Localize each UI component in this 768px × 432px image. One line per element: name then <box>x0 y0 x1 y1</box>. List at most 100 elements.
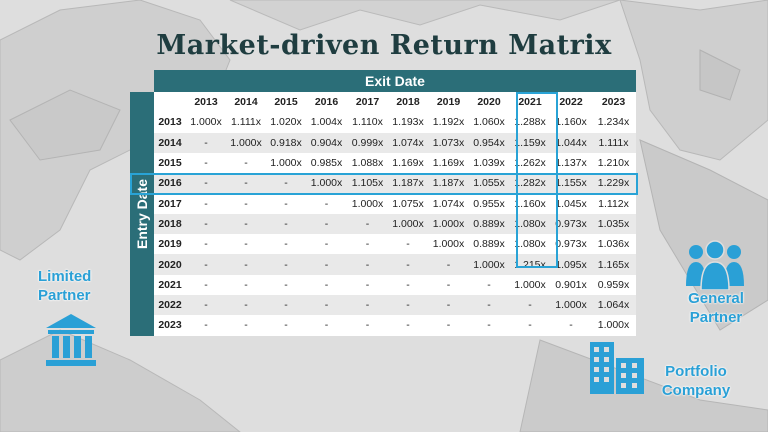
matrix-cell: 0.973x <box>551 234 591 255</box>
matrix-cell: 1.160x <box>551 112 591 133</box>
matrix-cell: 1.155x <box>551 173 591 194</box>
column-header: 2022 <box>551 92 591 113</box>
row-header: 2022 <box>154 294 186 316</box>
table-row: 2016- - -1.000x 1.105x 1.187x 1.187x 1.055x 1.2… <box>154 173 636 194</box>
matrix-cell: - <box>186 234 226 255</box>
entry-date-header: Entry Date <box>130 92 154 336</box>
matrix-cell: - <box>388 274 428 295</box>
matrix-cell: - <box>469 294 509 316</box>
matrix-cell: - <box>509 294 551 316</box>
matrix-cell: - <box>428 315 469 336</box>
column-header: 2019 <box>428 92 469 113</box>
matrix-cell: 1.110x <box>347 112 388 133</box>
general-partner-line-1: General <box>688 290 744 307</box>
matrix-cell: - <box>347 274 388 295</box>
matrix-cell: 1.080x <box>509 213 551 235</box>
corner-cell <box>154 92 186 113</box>
matrix-cell: - <box>428 274 469 295</box>
table-row: 2018- - - - -1.000x 1.000x 0.889x 1.080x 0.973x 1… <box>154 213 636 235</box>
matrix-cell: 1.169x <box>388 152 428 174</box>
matrix-cell: 1.159x <box>509 132 551 153</box>
column-header: 2020 <box>469 92 509 113</box>
table-row: 2015- -1.000x 0.985x 1.088x 1.169x 1.169x 1.03… <box>154 152 636 174</box>
row-header: 2016 <box>154 173 186 194</box>
matrix-cell: - <box>226 274 266 295</box>
matrix-cell: 0.959x <box>591 274 636 295</box>
matrix-cell: 1.039x <box>469 152 509 174</box>
matrix-cell: 1.282x <box>509 173 551 194</box>
matrix-cell: 1.111x <box>226 112 266 133</box>
limited-partner-line-1: Limited <box>38 268 92 285</box>
column-header: 2013 <box>186 92 226 113</box>
table-row: 2014-1.000x 0.918x 0.904x 0.999x 1.074x 1.073… <box>154 132 636 153</box>
matrix-cell: 1.262x <box>509 152 551 174</box>
matrix-cell: - <box>226 173 266 194</box>
column-header: 2018 <box>388 92 428 113</box>
matrix-cell: - <box>388 315 428 336</box>
matrix-cell: 1.000x <box>469 254 509 275</box>
matrix-cell: 1.111x <box>591 132 636 153</box>
matrix-cell: - <box>428 294 469 316</box>
matrix-cell: 1.192x <box>428 112 469 133</box>
matrix-cell: - <box>226 234 266 255</box>
people-group-icon <box>686 240 744 290</box>
matrix-cell: - <box>186 213 226 235</box>
matrix-cell: 0.985x <box>306 152 347 174</box>
matrix-cell: 1.044x <box>551 132 591 153</box>
general-partner-line-2: Partner <box>689 309 743 326</box>
matrix-cell: 1.095x <box>551 254 591 275</box>
entry-date-label: Entry Date <box>134 178 150 250</box>
matrix-cell: - <box>388 254 428 275</box>
matrix-cell: 1.169x <box>428 152 469 174</box>
matrix-cell: - <box>306 294 347 316</box>
matrix-cell: - <box>551 315 591 336</box>
matrix-cell: - <box>186 254 226 275</box>
matrix-cell: - <box>226 294 266 316</box>
matrix-cell: 1.088x <box>347 152 388 174</box>
matrix-cell: - <box>186 132 226 153</box>
matrix-cell: - <box>186 294 226 316</box>
matrix-cell: - <box>186 193 226 214</box>
matrix-cell: - <box>226 254 266 275</box>
matrix-cell: 1.000x <box>306 173 347 194</box>
column-header: 2017 <box>347 92 388 113</box>
matrix-cell: - <box>306 193 347 214</box>
row-header: 2018 <box>154 213 186 235</box>
matrix-cell: - <box>186 315 226 336</box>
matrix-cell: - <box>347 213 388 235</box>
matrix-cell: 0.889x <box>469 234 509 255</box>
matrix-cell: - <box>266 213 306 235</box>
matrix-cell: 1.000x <box>591 315 636 336</box>
portfolio-company-line-1: Portfolio <box>665 363 727 380</box>
matrix-cell: 1.000x <box>428 213 469 235</box>
matrix-cell: 1.234x <box>591 112 636 133</box>
matrix-cell: - <box>266 193 306 214</box>
matrix-cell: - <box>266 173 306 194</box>
matrix-cell: 1.160x <box>509 193 551 214</box>
matrix-cell: 1.193x <box>388 112 428 133</box>
matrix-cell: 1.229x <box>591 173 636 194</box>
matrix-cell: - <box>226 213 266 235</box>
matrix-cell: - <box>428 254 469 275</box>
matrix-cell: - <box>226 315 266 336</box>
matrix-cell: 1.105x <box>347 173 388 194</box>
table-row: 2017- - - -1.000x 1.075x 1.074x 0.955x 1.160x 1.… <box>154 193 636 214</box>
table-row: 2013 1.000x 1.111x 1.020x 1.004x 1.110x 1.193x… <box>154 112 636 133</box>
matrix-cell: 1.060x <box>469 112 509 133</box>
limited-partner-line-2: Partner <box>38 287 91 304</box>
row-header: 2023 <box>154 315 186 336</box>
matrix-cell: - <box>306 234 347 255</box>
matrix-cell: 0.999x <box>347 132 388 153</box>
matrix-cell: - <box>266 294 306 316</box>
matrix-cell: - <box>266 274 306 295</box>
matrix-cell: - <box>347 234 388 255</box>
matrix-cell: - <box>509 315 551 336</box>
matrix-cell: 1.215x <box>509 254 551 275</box>
matrix-cell: - <box>347 315 388 336</box>
matrix-cell: 1.000x <box>388 213 428 235</box>
portfolio-company-line-2: Company <box>661 382 731 399</box>
matrix-cell: 1.000x <box>428 234 469 255</box>
matrix-cell: 1.020x <box>266 112 306 133</box>
matrix-cell: 1.064x <box>591 294 636 316</box>
matrix-cell: - <box>306 254 347 275</box>
